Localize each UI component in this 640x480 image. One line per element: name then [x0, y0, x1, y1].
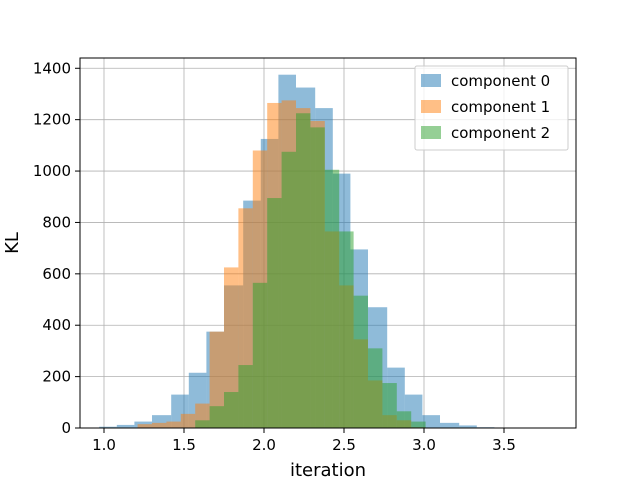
histogram-bar-component-2: [224, 392, 239, 428]
legend-label-component-0: component 0: [451, 72, 550, 90]
x-tick-label: 3.0: [412, 436, 436, 454]
histogram-bar-component-0: [440, 422, 460, 428]
legend-label-component-2: component 2: [451, 124, 550, 142]
x-tick-label: 1.0: [92, 436, 116, 454]
histogram-bar-component-2: [382, 383, 397, 428]
legend: component 0 component 1 component 2: [414, 65, 569, 151]
y-tick-label: 1200: [33, 111, 71, 129]
x-tick-label: 1.5: [172, 436, 196, 454]
x-axis-title: iteration: [290, 460, 366, 480]
histogram-bar-component-1: [224, 267, 239, 428]
histogram-bar-component-2: [209, 406, 224, 428]
histogram-bar-component-2: [396, 411, 412, 428]
legend-swatch-component-2: [421, 126, 441, 139]
y-tick-label: 400: [42, 316, 71, 334]
axes: 1.0 1.5 2.0 2.5 3.0 3.5 0 200 400 600 800 1000 1200 1…: [33, 57, 577, 454]
histogram-bar-component-1: [166, 421, 181, 428]
histogram-bar-component-2: [267, 198, 282, 428]
plot-frame: [79, 57, 577, 429]
histogram-bar-component-1: [209, 331, 224, 428]
histogram-bar-component-2: [368, 348, 383, 428]
legend-box: [414, 65, 569, 151]
histogram-bar-component-2: [324, 169, 340, 429]
histogram-bar-component-0: [459, 425, 477, 428]
y-tick-label: 200: [42, 368, 71, 386]
legend-label-component-1: component 1: [451, 98, 550, 116]
histogram-bar-component-1: [137, 424, 152, 428]
legend-swatch-component-0: [421, 74, 441, 87]
x-tick-label: 2.0: [252, 436, 276, 454]
histogram-bar-component-2: [238, 365, 253, 428]
y-tick-label: 1000: [33, 162, 71, 180]
y-axis-title: KL: [2, 232, 23, 254]
y-tick-label: 600: [42, 265, 71, 283]
legend-swatch-component-1: [421, 100, 441, 113]
histogram-bar-component-2: [252, 282, 268, 428]
histogram-bar-component-2: [411, 421, 426, 428]
histogram-bar-component-0: [422, 415, 440, 428]
histogram-bar-component-2: [296, 113, 311, 429]
histogram-bars: [99, 74, 552, 429]
x-tick-label: 2.5: [332, 436, 356, 454]
x-tick-label: 3.5: [492, 436, 516, 454]
histogram-bar-component-0: [99, 426, 117, 428]
histogram-bar-component-2: [281, 151, 296, 428]
histogram-bar-component-2: [310, 127, 325, 428]
y-tick-label: 0: [61, 419, 71, 437]
histogram-bar-component-0: [116, 424, 135, 428]
histogram-bar-component-1: [180, 413, 196, 428]
y-tick-label: 800: [42, 213, 71, 231]
histogram-bar-component-2: [353, 295, 368, 428]
histogram-bar-component-1: [152, 422, 167, 428]
histogram-bar-component-2: [339, 231, 354, 428]
histogram-bar-component-2: [195, 420, 210, 428]
y-tick-label: 1400: [33, 59, 71, 77]
